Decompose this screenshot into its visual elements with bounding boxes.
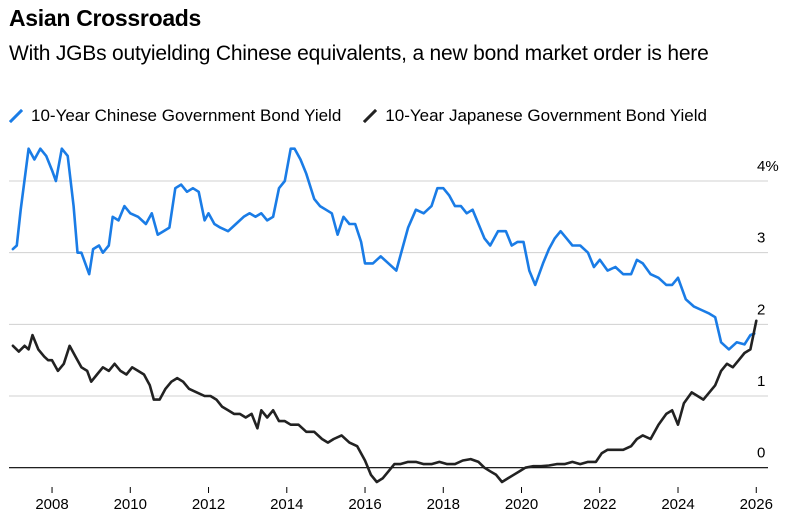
x-tick-label: 2008 [35,496,68,513]
y-tick-label: 1 [757,373,765,390]
chart-title: Asian Crossroads [9,5,202,31]
legend-swatch-china [9,109,23,123]
y-tick-label: 0 [757,445,765,462]
x-tick-label: 2012 [192,496,225,513]
x-tick-label: 2020 [505,496,538,513]
x-tick-label: 2010 [114,496,147,513]
series-lines [11,147,758,484]
chart-subtitle: With JGBs outyielding Chinese equivalent… [9,42,709,65]
x-tick-label: 2018 [427,496,460,513]
legend-label-china: 10-Year Chinese Government Bond Yield [31,106,342,125]
y-tick-label: 3 [757,230,765,247]
y-tick-label: 2 [757,301,765,318]
x-tick-label: 2022 [583,496,616,513]
legend-swatch-japan [363,109,378,123]
series-line-china-10y [11,147,756,351]
legend-item-japan: 10-Year Japanese Government Bond Yield [363,106,707,126]
x-axis: 2008 2010 2012 2014 2016 2018 2020 2022 2024 2026 [35,487,773,513]
legend-label-japan: 10-Year Japanese Government Bond Yield [385,106,707,125]
legend-item-china: 10-Year Chinese Government Bond Yield [9,106,341,126]
x-tick-label: 2014 [270,496,303,513]
x-tick-label: 2026 [740,496,773,513]
gridlines [9,180,768,469]
x-tick-label: 2016 [348,496,381,513]
series-line-japan-10y [11,319,758,484]
x-tick-label: 2024 [661,496,694,513]
legend: 10-Year Chinese Government Bond Yield 10… [9,106,729,126]
y-axis: 0 1 2 3 4% [757,158,779,462]
y-tick-label: 4% [757,158,779,175]
